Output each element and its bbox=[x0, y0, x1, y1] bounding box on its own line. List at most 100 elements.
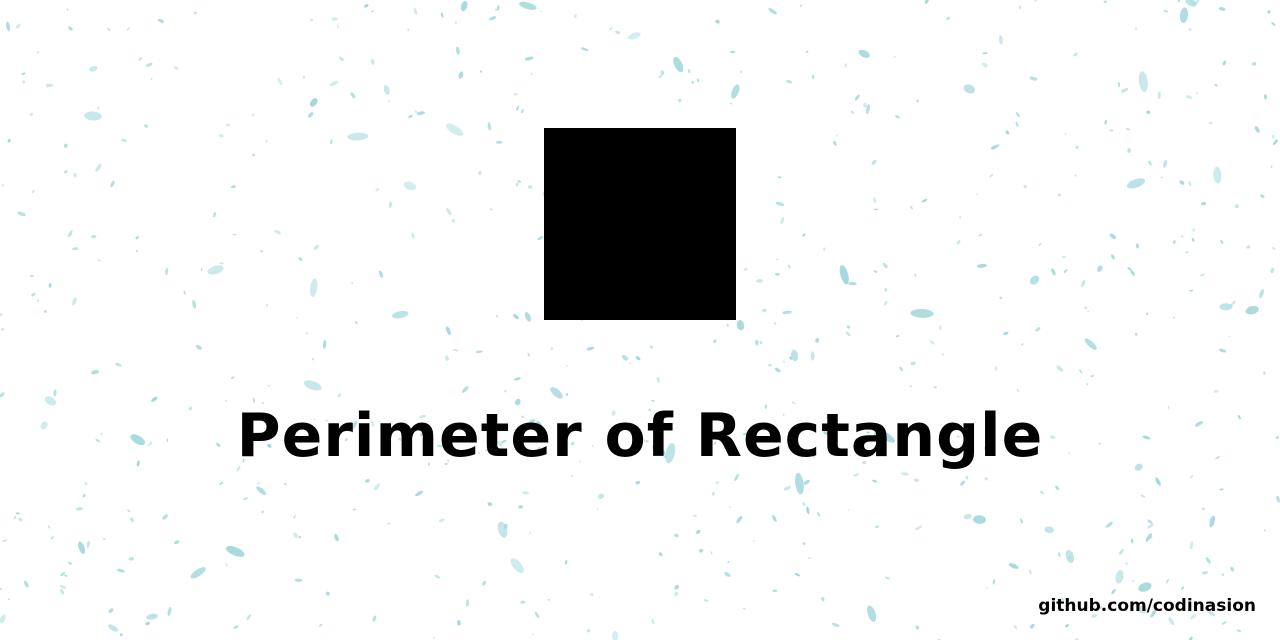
speckle bbox=[1218, 7, 1226, 11]
speckle bbox=[959, 216, 962, 219]
speckle bbox=[976, 193, 978, 196]
speckle bbox=[1168, 617, 1175, 626]
speckle bbox=[1200, 201, 1207, 206]
speckle bbox=[710, 551, 713, 555]
speckle bbox=[1049, 435, 1056, 439]
speckle bbox=[756, 279, 763, 283]
speckle bbox=[876, 429, 895, 443]
speckle bbox=[660, 70, 665, 75]
speckle bbox=[1214, 84, 1218, 87]
speckle bbox=[1213, 390, 1219, 393]
speckle bbox=[547, 599, 551, 601]
speckle bbox=[1221, 573, 1225, 577]
speckle bbox=[207, 265, 224, 275]
speckle bbox=[713, 441, 717, 445]
speckle bbox=[233, 625, 239, 629]
speckle bbox=[597, 508, 599, 511]
speckle bbox=[388, 100, 390, 103]
speckle bbox=[1230, 566, 1235, 572]
speckle bbox=[786, 80, 793, 84]
speckle bbox=[1040, 490, 1044, 494]
speckle bbox=[823, 247, 826, 251]
speckle bbox=[1142, 435, 1151, 440]
speckle bbox=[445, 355, 450, 361]
speckle bbox=[794, 572, 801, 577]
speckle bbox=[17, 211, 26, 217]
speckle bbox=[529, 531, 532, 534]
speckle bbox=[319, 623, 323, 627]
speckle bbox=[1220, 239, 1224, 245]
speckle bbox=[64, 170, 68, 174]
speckle bbox=[1267, 10, 1271, 14]
speckle bbox=[145, 621, 151, 626]
speckle bbox=[875, 525, 879, 528]
speckle bbox=[224, 399, 227, 403]
speckle bbox=[565, 392, 569, 396]
speckle bbox=[643, 439, 649, 443]
speckle bbox=[696, 78, 700, 83]
speckle bbox=[0, 614, 6, 624]
speckle bbox=[2, 183, 4, 187]
speckle bbox=[1147, 519, 1153, 524]
speckle bbox=[1125, 561, 1128, 565]
speckle bbox=[420, 432, 424, 437]
speckle bbox=[698, 548, 704, 553]
speckle bbox=[806, 506, 810, 515]
speckle bbox=[722, 433, 725, 437]
speckle bbox=[1127, 148, 1131, 153]
speckle bbox=[230, 376, 235, 380]
speckle bbox=[826, 414, 830, 419]
speckle bbox=[260, 250, 264, 253]
speckle bbox=[100, 433, 103, 435]
speckle bbox=[1245, 305, 1259, 315]
speckle bbox=[66, 8, 69, 11]
speckle bbox=[1074, 174, 1077, 177]
speckle bbox=[803, 479, 810, 485]
speckle bbox=[451, 218, 455, 223]
speckle bbox=[1016, 388, 1020, 393]
speckle bbox=[736, 319, 745, 331]
speckle bbox=[461, 386, 469, 393]
speckle bbox=[219, 481, 224, 485]
speckle bbox=[899, 366, 903, 372]
speckle bbox=[592, 444, 594, 447]
speckle bbox=[1134, 463, 1143, 471]
speckle bbox=[309, 18, 314, 22]
speckle bbox=[225, 545, 245, 557]
speckle bbox=[387, 522, 391, 525]
speckle bbox=[755, 339, 759, 346]
speckle bbox=[0, 313, 3, 317]
speckle bbox=[704, 599, 709, 602]
speckle bbox=[121, 138, 127, 143]
speckle bbox=[1016, 111, 1020, 118]
speckle bbox=[1228, 335, 1231, 338]
speckle bbox=[127, 509, 131, 513]
page-title: Perimeter of Rectangle bbox=[236, 401, 1044, 471]
speckle bbox=[458, 71, 464, 79]
speckle bbox=[251, 113, 255, 117]
speckle bbox=[673, 533, 679, 538]
speckle bbox=[550, 387, 563, 399]
speckle bbox=[775, 201, 785, 206]
speckle bbox=[1090, 375, 1094, 378]
speckle bbox=[1185, 251, 1189, 254]
speckle bbox=[1208, 122, 1213, 124]
speckle bbox=[136, 460, 140, 467]
speckle bbox=[586, 629, 591, 633]
speckle bbox=[1073, 52, 1078, 57]
speckle bbox=[1271, 247, 1276, 250]
speckle bbox=[1097, 265, 1103, 272]
speckle bbox=[713, 339, 717, 343]
speckle bbox=[1109, 233, 1117, 240]
speckle bbox=[166, 438, 169, 442]
speckle bbox=[60, 589, 65, 595]
speckle bbox=[29, 113, 33, 116]
speckle bbox=[1132, 579, 1135, 583]
speckle bbox=[839, 265, 849, 285]
speckle bbox=[691, 80, 695, 84]
speckle bbox=[1137, 605, 1148, 614]
speckle bbox=[1163, 159, 1168, 168]
speckle bbox=[910, 361, 916, 366]
speckle bbox=[84, 481, 88, 486]
speckle bbox=[982, 52, 988, 55]
